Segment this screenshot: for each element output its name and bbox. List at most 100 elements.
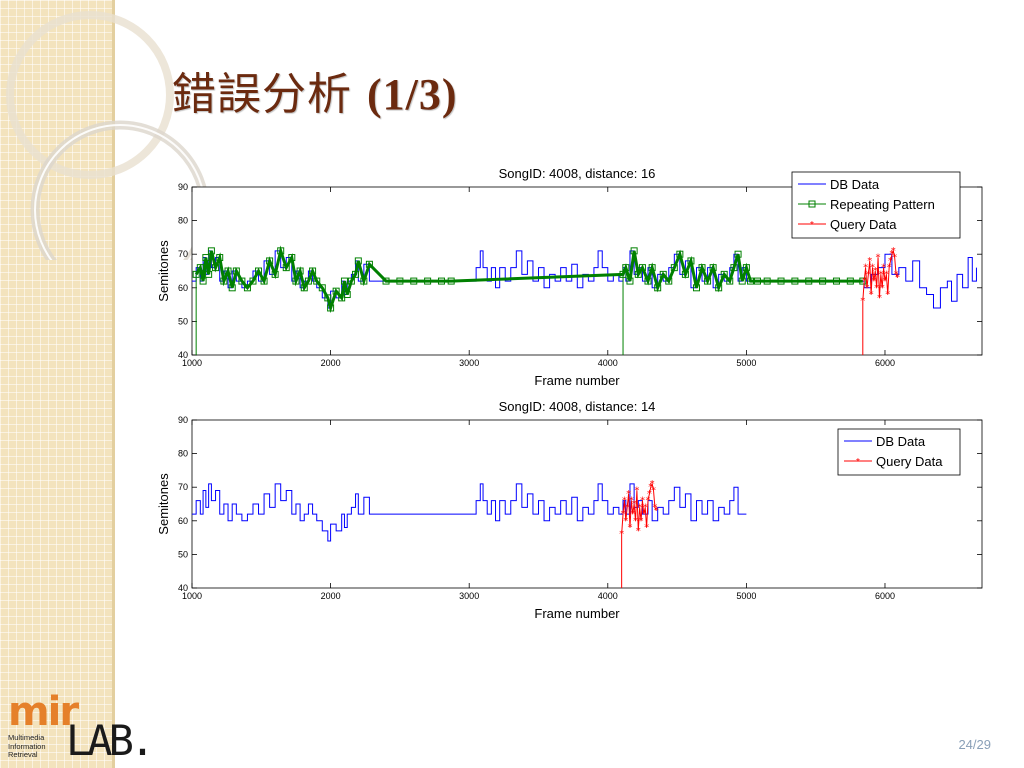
data-point-repeating-pattern [692, 284, 700, 292]
data-point-repeating-pattern [626, 277, 634, 285]
data-point-query-data: * [881, 263, 886, 274]
data-point-query-data: * [860, 296, 865, 307]
data-point-repeating-pattern [730, 264, 738, 272]
data-point-query-data: * [888, 256, 893, 267]
data-point-query-data: * [884, 269, 889, 280]
data-point-repeating-pattern [365, 260, 373, 268]
data-point-repeating-pattern [704, 277, 712, 285]
series-line-db-data [192, 483, 747, 542]
x-tick-label: 6000 [875, 358, 895, 368]
slide-title: 錯誤分析 (1/3) [172, 58, 458, 122]
data-point-query-data: * [641, 509, 646, 520]
x-tick-label: 3000 [459, 358, 479, 368]
y-tick-label: 60 [178, 283, 188, 293]
x-tick-label: 2000 [321, 358, 341, 368]
data-point-repeating-pattern [228, 284, 236, 292]
data-point-repeating-pattern [224, 267, 232, 275]
data-point-query-data: * [627, 523, 632, 534]
legend-label: DB Data [830, 177, 880, 192]
sidebar-edge [112, 0, 115, 768]
series-line-query-data [862, 249, 898, 302]
y-axis-label: Semitones [156, 473, 171, 535]
data-point-query-data: * [644, 523, 649, 534]
data-point-query-data: * [651, 486, 656, 497]
data-point-repeating-pattern [630, 247, 638, 255]
data-point-query-data: * [622, 496, 627, 507]
data-point-repeating-pattern [207, 247, 215, 255]
data-point-query-data: * [870, 263, 875, 274]
data-point-query-data: * [647, 489, 652, 500]
x-tick-label: 2000 [321, 591, 341, 601]
x-tick-label: 3000 [459, 591, 479, 601]
data-point-query-data: * [892, 253, 897, 264]
data-point-query-data: * [632, 499, 637, 510]
data-point-repeating-pattern [324, 294, 332, 302]
data-point-repeating-pattern [249, 277, 257, 285]
data-point-repeating-pattern [396, 277, 404, 285]
logo-lab: LAB. [66, 716, 155, 765]
chart-title: SongID: 4008, distance: 14 [499, 399, 656, 414]
x-tick-label: 6000 [875, 591, 895, 601]
data-point-repeating-pattern [805, 277, 813, 285]
y-tick-label: 70 [178, 249, 188, 259]
chart-title: SongID: 4008, distance: 16 [499, 166, 656, 181]
x-tick-label: 4000 [598, 358, 618, 368]
data-point-query-data: * [629, 496, 634, 507]
x-tick-label: 4000 [598, 591, 618, 601]
data-point-query-data: * [891, 246, 896, 257]
data-point-repeating-pattern [199, 277, 207, 285]
x-tick-label: 1000 [182, 591, 202, 601]
data-point-query-data: * [880, 283, 885, 294]
data-point-repeating-pattern [352, 270, 360, 278]
y-tick-label: 80 [178, 216, 188, 226]
data-point-repeating-pattern [410, 277, 418, 285]
data-point-query-data: * [866, 269, 871, 280]
data-point-repeating-pattern [619, 270, 627, 278]
data-point-query-data: * [874, 283, 879, 294]
legend-marker [808, 200, 816, 208]
data-point-repeating-pattern [665, 277, 673, 285]
data-point-repeating-pattern [681, 270, 689, 278]
data-point-repeating-pattern [296, 267, 304, 275]
data-point-repeating-pattern [447, 277, 455, 285]
data-point-repeating-pattern [709, 264, 717, 272]
data-point-repeating-pattern [292, 277, 300, 285]
x-axis-label: Frame number [534, 373, 620, 388]
logo-line-1: Multimedia [8, 733, 45, 742]
y-tick-label: 50 [178, 316, 188, 326]
data-point-repeating-pattern [309, 267, 317, 275]
data-point-repeating-pattern [859, 277, 867, 285]
data-point-query-data: * [867, 256, 872, 267]
data-point-repeating-pattern [715, 284, 723, 292]
data-point-repeating-pattern [220, 277, 228, 285]
data-point-repeating-pattern [232, 267, 240, 275]
mirlab-logo: mir Multimedia Information Retrieval LAB… [8, 692, 178, 764]
data-point-repeating-pattern [238, 277, 246, 285]
data-point-repeating-pattern [687, 257, 695, 265]
data-point-repeating-pattern [659, 270, 667, 278]
data-point-repeating-pattern [720, 270, 728, 278]
data-point-query-data: * [878, 269, 883, 280]
data-point-repeating-pattern [648, 264, 656, 272]
data-point-repeating-pattern [634, 270, 642, 278]
data-point-repeating-pattern [332, 287, 340, 295]
data-point-repeating-pattern [212, 264, 220, 272]
data-point-repeating-pattern [282, 264, 290, 272]
data-point-repeating-pattern [753, 277, 761, 285]
data-point-query-data: * [633, 516, 638, 527]
logo-text: Multimedia Information Retrieval [8, 733, 46, 760]
data-point-query-data: * [862, 276, 867, 287]
legend-box [837, 428, 961, 476]
data-point-query-data: * [623, 516, 628, 527]
data-point-repeating-pattern [644, 277, 652, 285]
data-point-query-data: * [869, 290, 874, 301]
data-point-repeating-pattern [300, 284, 308, 292]
x-tick-label: 5000 [736, 358, 756, 368]
legend-label: DB Data [876, 434, 926, 449]
data-point-repeating-pattern [738, 277, 746, 285]
y-tick-label: 60 [178, 516, 188, 526]
logo-line-2: Information [8, 741, 46, 751]
data-point-query-data: * [640, 496, 645, 507]
y-tick-label: 40 [178, 583, 188, 593]
data-point-repeating-pattern [288, 254, 296, 262]
